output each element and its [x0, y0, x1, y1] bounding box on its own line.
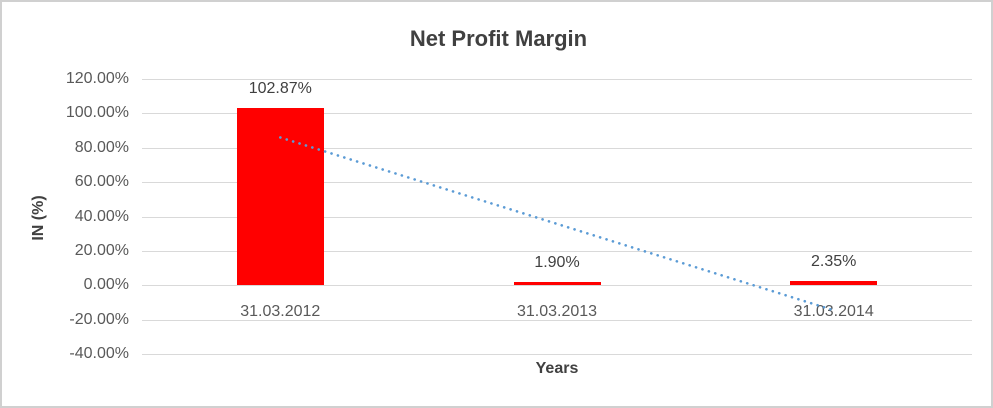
- gridline: [142, 285, 972, 287]
- y-tick-label: 100.00%: [65, 104, 129, 122]
- category-label: 31.03.2014: [793, 303, 874, 321]
- y-tick-label: 60.00%: [74, 173, 129, 191]
- y-tick-label: 80.00%: [74, 138, 129, 156]
- category-label: 31.03.2013: [516, 303, 598, 321]
- gridline: [142, 113, 972, 115]
- chart-title: Net Profit Margin: [409, 26, 588, 51]
- y-tick-label: 40.00%: [74, 207, 129, 225]
- gridline: [142, 79, 972, 80]
- y-tick-label: 20.00%: [74, 241, 129, 259]
- category-label: 31.03.2012: [240, 303, 321, 321]
- gridline: [142, 354, 972, 355]
- bar: [236, 108, 324, 286]
- bar: [790, 281, 878, 286]
- x-axis-title: Years: [535, 360, 579, 377]
- y-tick-label: 0.00%: [83, 276, 129, 294]
- y-tick-label: 120.00%: [65, 70, 129, 87]
- data-label: 102.87%: [248, 80, 312, 98]
- data-label: 2.35%: [811, 253, 857, 271]
- y-tick-label: -20.00%: [69, 310, 129, 328]
- gridline: [142, 319, 972, 321]
- data-label: 1.90%: [534, 254, 580, 271]
- bar: [513, 282, 601, 286]
- y-tick-label: -40.00%: [69, 345, 129, 362]
